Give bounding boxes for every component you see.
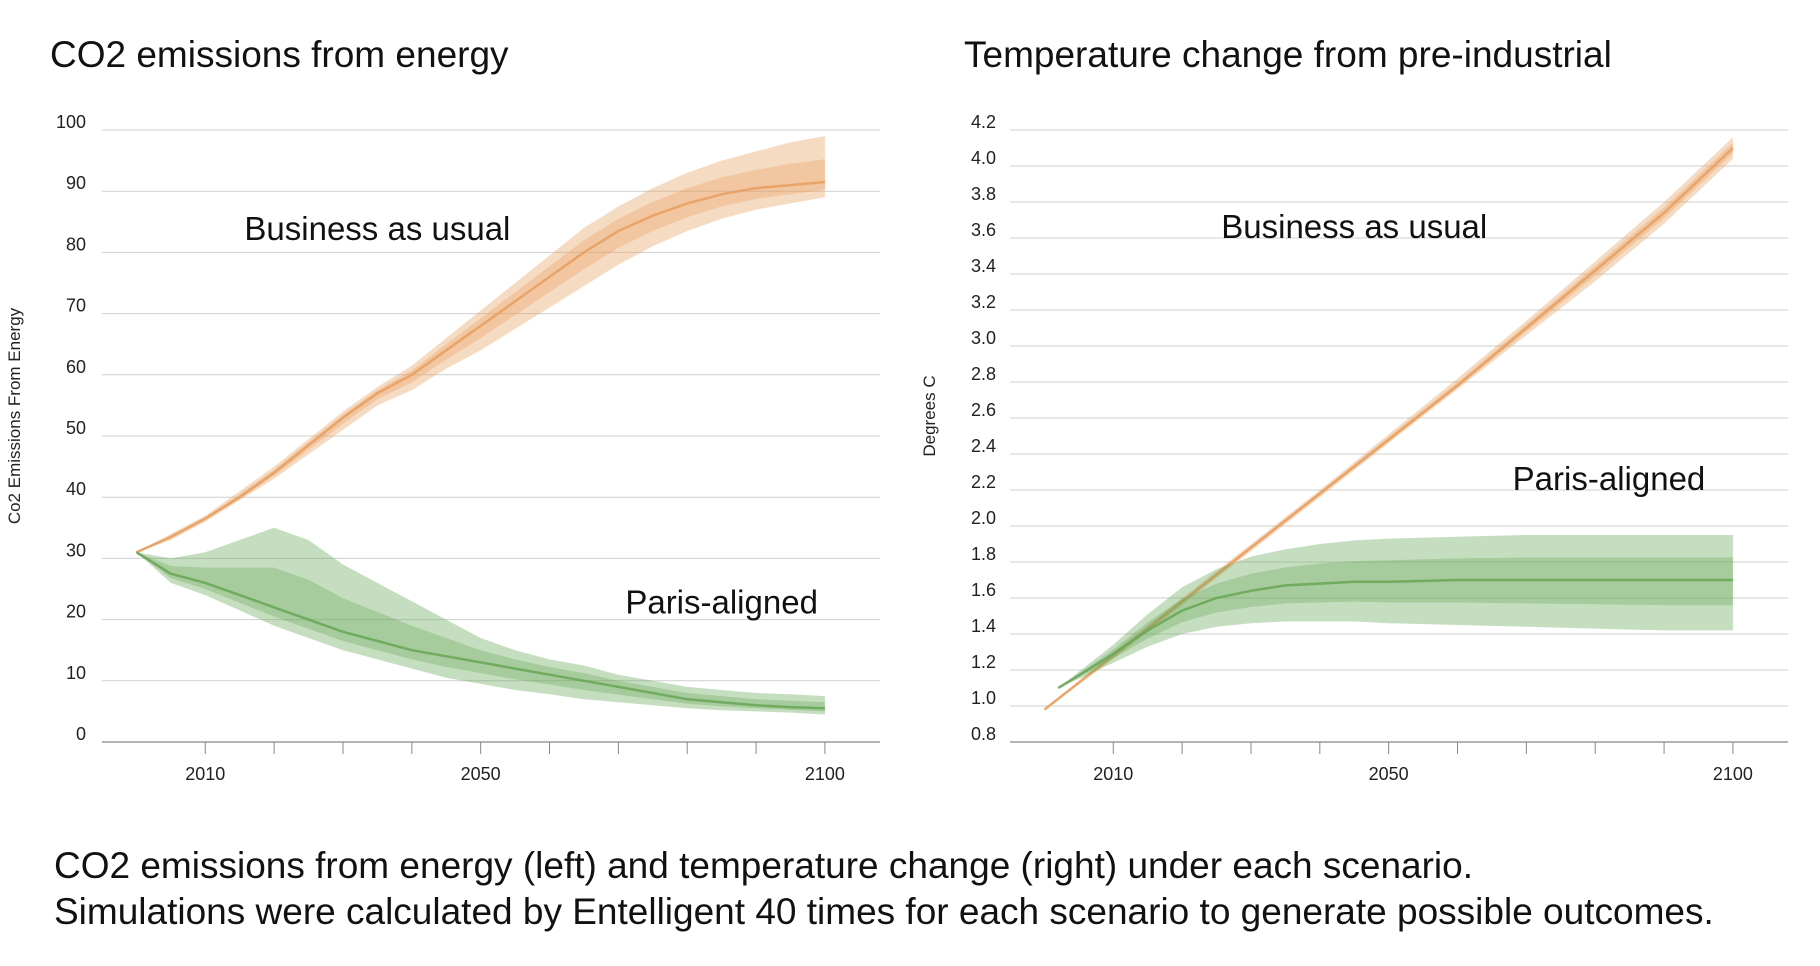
y-axis-label: Co2 Emissions From Energy — [5, 307, 24, 524]
x-tick-label: 2100 — [1713, 764, 1753, 784]
y-tick-label: 3.0 — [971, 328, 996, 348]
series-band-core — [136, 159, 825, 553]
series-band — [136, 527, 825, 715]
paris-aligned-label: Paris-aligned — [1513, 460, 1706, 497]
x-tick-label: 2050 — [461, 764, 501, 784]
y-tick-label: 2.4 — [971, 436, 996, 456]
y-tick-label: 1.2 — [971, 652, 996, 672]
series-line — [135, 551, 825, 710]
chart-title: Temperature change from pre-industrial — [964, 34, 1612, 75]
series-band — [1058, 535, 1733, 688]
y-tick-label: 40 — [66, 479, 86, 499]
business-as-usual-label: Business as usual — [1221, 208, 1487, 245]
y-tick-label: 100 — [56, 112, 86, 132]
y-tick-label: 0 — [76, 724, 86, 744]
emissions-chart: CO2 emissions from energy Co2 Emissions F… — [5, 34, 880, 784]
y-tick-label: 60 — [66, 357, 86, 377]
y-tick-label: 3.6 — [971, 220, 996, 240]
y-tick-label: 20 — [66, 602, 86, 622]
y-tick-label: 1.4 — [971, 616, 996, 636]
y-tick-label: 30 — [66, 540, 86, 560]
caption-line-1: CO2 emissions from energy (left) and tem… — [54, 845, 1474, 886]
y-tick-label: 2.0 — [971, 508, 996, 528]
x-tick-label: 2050 — [1369, 764, 1409, 784]
y-tick-label: 0.8 — [971, 724, 996, 744]
temperature-chart: Temperature change from pre-industrial De… — [920, 34, 1788, 784]
y-tick-label: 2.8 — [971, 364, 996, 384]
y-tick-label: 90 — [66, 173, 86, 193]
series-line — [1057, 578, 1733, 690]
y-tick-label: 70 — [66, 296, 86, 316]
y-tick-label: 3.4 — [971, 256, 996, 276]
y-tick-label: 1.0 — [971, 688, 996, 708]
series-band — [136, 136, 825, 553]
y-tick-label: 3.8 — [971, 184, 996, 204]
y-tick-label: 2.2 — [971, 472, 996, 492]
y-tick-label: 4.2 — [971, 112, 996, 132]
y-tick-label: 3.2 — [971, 292, 996, 312]
x-tick-label: 2010 — [1093, 764, 1133, 784]
y-tick-label: 4.0 — [971, 148, 996, 168]
y-tick-label: 50 — [66, 418, 86, 438]
x-tick-label: 2100 — [805, 764, 845, 784]
series-line — [135, 180, 826, 554]
caption-line-2: Simulations were calculated by Entellige… — [54, 891, 1714, 932]
chart-title: CO2 emissions from energy — [50, 34, 509, 75]
x-tick-label: 2010 — [185, 764, 225, 784]
y-tick-label: 10 — [66, 663, 86, 683]
y-tick-label: 1.8 — [971, 544, 996, 564]
y-tick-label: 80 — [66, 234, 86, 254]
series-band-core — [1058, 557, 1733, 688]
business-as-usual-label: Business as usual — [244, 210, 510, 247]
y-axis-label: Degrees C — [920, 375, 939, 456]
y-tick-label: 2.6 — [971, 400, 996, 420]
paris-aligned-label: Paris-aligned — [625, 583, 818, 620]
y-tick-label: 1.6 — [971, 580, 996, 600]
series-band-core — [136, 552, 825, 712]
series-line — [1043, 147, 1734, 711]
